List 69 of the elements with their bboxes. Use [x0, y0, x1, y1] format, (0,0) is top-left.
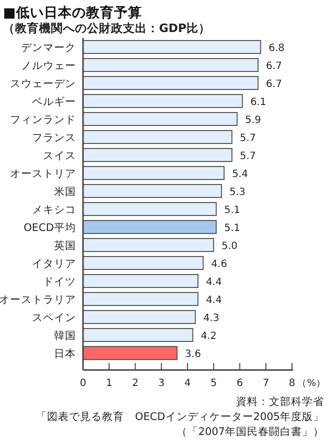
- data-label: 5.7: [240, 133, 256, 144]
- data-label: 6.7: [266, 61, 282, 72]
- y-tick-label: 日本: [54, 347, 76, 360]
- text: 「図表で見る教育 OECDインディケーター2005年度版」: [36, 410, 324, 423]
- data-label: 4.4: [206, 295, 222, 306]
- x-tick-label: 2: [132, 378, 138, 389]
- bar: [82, 328, 194, 342]
- bar: [82, 202, 217, 216]
- data-label: 4.6: [211, 259, 228, 270]
- bar: [82, 346, 178, 360]
- y-tick-label: フィンランド: [10, 114, 76, 126]
- data-label: 3.6: [185, 349, 201, 360]
- x-tick-label: 8: [288, 378, 296, 389]
- data-label: 5.7: [240, 151, 256, 162]
- x-tick-label: 7: [262, 378, 270, 389]
- data-label: 5.1: [224, 223, 240, 234]
- y-tick-label: 英国: [54, 239, 76, 252]
- bar: [82, 292, 198, 306]
- text: （「2007年国民春闘白書」）: [176, 425, 324, 438]
- data-label: 6.8: [268, 43, 285, 54]
- y-tick-label: ノルウェー: [21, 60, 76, 72]
- y-tick-label: フランス: [32, 132, 76, 144]
- chart-subtitle: （教育機関への公財政支出：GDP比）: [3, 21, 210, 35]
- bar: [82, 148, 232, 162]
- bar: [82, 130, 232, 144]
- bar: [82, 256, 204, 270]
- y-tick-label: デンマーク: [21, 42, 76, 54]
- text: 資料：文部科学省: [236, 395, 324, 408]
- data-label: 5.9: [245, 115, 262, 126]
- y-tick-label: スイス: [43, 150, 76, 162]
- data-label: 6.1: [250, 97, 266, 108]
- bar: [82, 238, 214, 252]
- data-label: 5.4: [232, 169, 248, 180]
- y-tick-label: ドイツ: [43, 276, 76, 288]
- bar: [82, 220, 217, 234]
- bar: [82, 310, 196, 324]
- y-tick-label: 米国: [54, 185, 76, 198]
- y-tick-label: オーストリア: [10, 168, 76, 180]
- bar: [82, 58, 259, 72]
- y-tick-label: オーストラリア: [0, 294, 76, 306]
- bar: [82, 76, 259, 90]
- y-tick-label: スペイン: [32, 312, 76, 324]
- data-label: 5.0: [222, 241, 238, 252]
- bar: [82, 94, 243, 108]
- y-tick-label: ベルギー: [32, 96, 76, 108]
- x-tick-label: 4: [184, 378, 191, 389]
- x-tick-label: 6: [236, 378, 243, 389]
- y-tick-label: メキシコ: [32, 204, 76, 216]
- data-label: 5.1: [224, 205, 240, 216]
- x-tick-label: 3: [158, 378, 165, 389]
- bar: [82, 274, 198, 288]
- data-label: 4.2: [200, 331, 217, 342]
- x-tick-label: 0: [80, 378, 86, 389]
- data-label: 6.7: [266, 79, 282, 90]
- bar: [82, 112, 238, 126]
- data-label: 4.4: [206, 277, 222, 288]
- data-label: 4.3: [203, 313, 220, 324]
- chart-title: ■低い日本の教育予算: [3, 4, 142, 21]
- bar: [82, 40, 262, 54]
- x-axis-title: （%）: [296, 378, 326, 389]
- bar: [82, 166, 225, 180]
- y-tick-label: OECD平均: [24, 222, 76, 234]
- y-tick-label: 韓国: [54, 329, 76, 342]
- y-tick-label: スウェーデン: [10, 78, 76, 90]
- y-tick-label: イタリア: [32, 258, 76, 270]
- data-label: 5.3: [229, 187, 246, 198]
- x-tick-label: 5: [210, 378, 217, 389]
- x-tick-label: 1: [106, 378, 112, 389]
- bar: [82, 184, 222, 198]
